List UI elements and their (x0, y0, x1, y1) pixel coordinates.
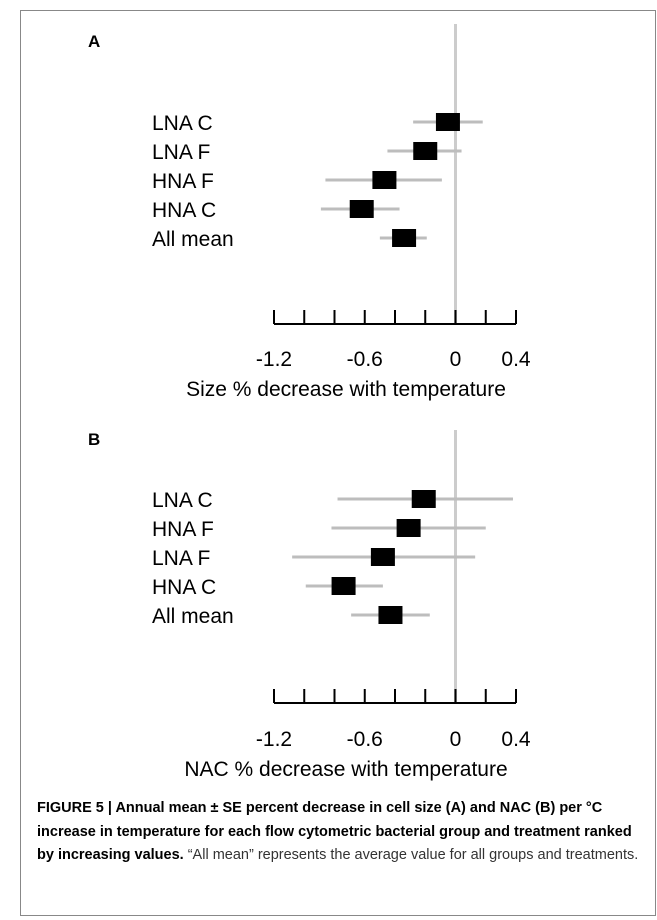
estimate-marker (370, 548, 395, 566)
category-label: All mean (152, 605, 234, 628)
estimate-marker (435, 113, 460, 131)
x-tick-label: 0 (450, 728, 462, 751)
estimate-marker (378, 606, 403, 624)
estimate-marker (331, 577, 356, 595)
category-label: LNA F (152, 141, 210, 164)
x-tick-label: -1.2 (256, 348, 292, 371)
x-tick-label: -1.2 (256, 728, 292, 751)
panel-b-forest-plot: B LNA C HNA F LNA F HNA C All mean -1.2 -0.6 0 0.… (88, 430, 531, 781)
x-tick-label: 0.4 (501, 728, 531, 751)
estimate-marker (372, 171, 397, 189)
forest-plot-figure: A LNA C LNA F HNA F HNA C All mean -1.2 -0.6 0 0.… (88, 24, 531, 781)
category-label: HNA C (152, 576, 216, 599)
category-label: All mean (152, 228, 234, 251)
x-tick-label: 0.4 (501, 348, 531, 371)
estimate-marker (392, 229, 417, 247)
panel-a-forest-plot: A LNA C LNA F HNA F HNA C All mean -1.2 -0.6 0 0.… (88, 24, 531, 401)
x-axis-title: Size % decrease with temperature (186, 378, 506, 401)
x-tick-label: -0.6 (347, 348, 383, 371)
category-label: HNA F (152, 518, 214, 541)
figure-frame (20, 10, 656, 916)
category-label: HNA C (152, 199, 216, 222)
category-label: LNA F (152, 547, 210, 570)
x-tick-label: -0.6 (347, 728, 383, 751)
estimate-marker (349, 200, 374, 218)
caption-normal-text: “All mean” represents the average value … (187, 847, 639, 863)
caption-bold-text: FIGURE 5 | Annual mean ± SE percent decr… (37, 800, 632, 863)
estimate-marker (396, 519, 421, 537)
panel-letter: A (88, 32, 100, 51)
category-label: HNA F (152, 170, 214, 193)
x-axis-title: NAC % decrease with temperature (184, 758, 507, 781)
x-tick-label: 0 (450, 348, 462, 371)
category-label: LNA C (152, 489, 213, 512)
panel-letter: B (88, 430, 100, 449)
estimate-marker (411, 490, 436, 508)
estimate-marker (413, 142, 438, 160)
category-label: LNA C (152, 112, 213, 135)
figure-caption: FIGURE 5 | Annual mean ± SE percent decr… (37, 797, 642, 868)
